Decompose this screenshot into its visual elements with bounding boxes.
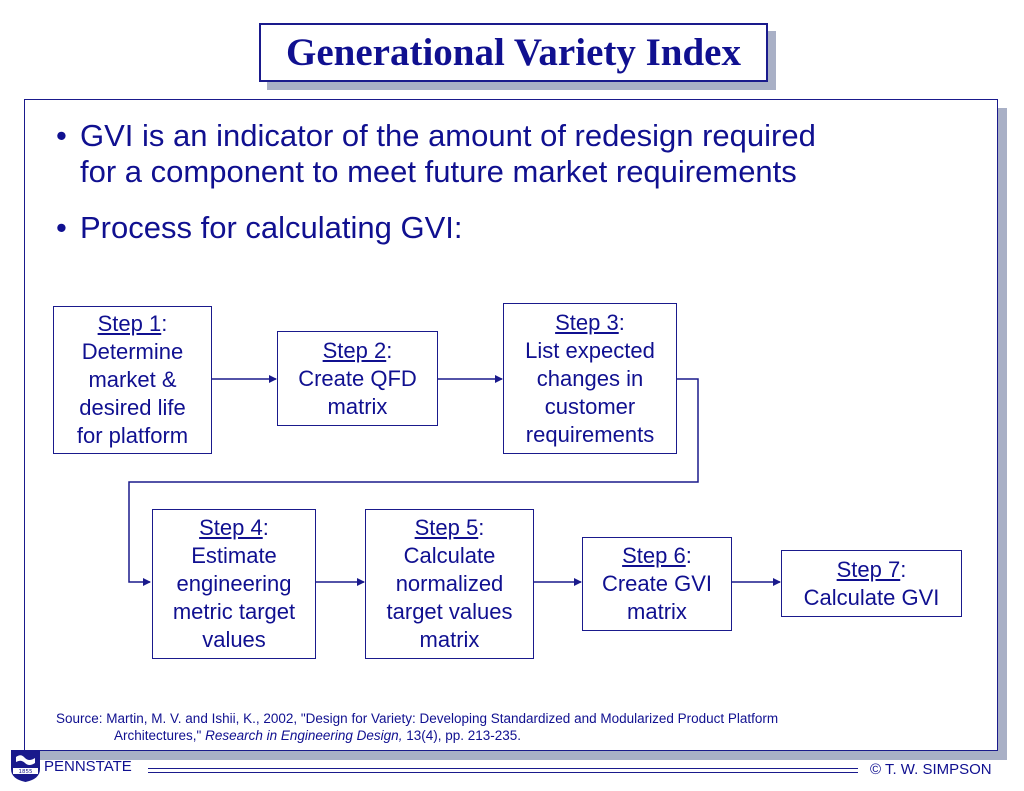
step-line: matrix — [327, 393, 388, 419]
bullet-line: GVI is an indicator of the amount of red… — [80, 118, 816, 153]
source-journal: Research in Engineering Design, — [205, 728, 403, 743]
source-citation: Source: Martin, M. V. and Ishii, K., 200… — [56, 710, 936, 744]
step-line: Calculate GVI — [803, 584, 940, 610]
step-line: values — [202, 627, 266, 652]
step-line: matrix — [627, 599, 687, 624]
step-7-box: Step 7: Calculate GVI — [781, 550, 962, 617]
page-title: Generational Variety Index — [286, 31, 741, 74]
step-6-box: Step 6: Create GVI matrix — [582, 537, 732, 631]
step-line: desired life — [79, 395, 186, 420]
source-line-2-end: 13(4), pp. 213-235. — [402, 728, 522, 743]
step-label: Step 7 — [836, 556, 901, 582]
step-line: normalized — [395, 571, 504, 596]
step-2-box: Step 2: Create QFD matrix — [277, 331, 438, 426]
source-line-2-start: Architectures," — [114, 728, 206, 743]
bullet-dot: • — [56, 210, 67, 245]
penn-state-shield-icon: 1855 — [11, 750, 40, 782]
step-label: Step 4 — [199, 515, 263, 540]
step-label: Step 1 — [97, 311, 162, 336]
step-line: Create QFD — [298, 365, 417, 391]
step-line: Determine — [81, 339, 184, 364]
step-line: matrix — [419, 627, 480, 652]
step-line: changes in — [536, 365, 644, 391]
title-box: Generational Variety Index — [259, 23, 768, 82]
bullet-line: for a component to meet future market re… — [80, 154, 797, 189]
step-line: metric target — [172, 599, 296, 624]
step-line: Calculate — [403, 543, 496, 568]
step-line: Create GVI — [601, 571, 713, 596]
step-label: Step 6 — [622, 543, 686, 568]
step-line: for platform — [76, 423, 189, 448]
step-line: Estimate — [191, 543, 277, 568]
bullet-process: • Process for calculating GVI: — [56, 210, 463, 246]
source-line-1: Source: Martin, M. V. and Ishii, K., 200… — [56, 711, 779, 726]
step-4-box: Step 4: Estimate engineering metric targ… — [152, 509, 316, 659]
arrow-step3-step4 — [128, 378, 699, 586]
bullet-line: Process for calculating GVI: — [80, 210, 463, 245]
logo-year: 1855 — [19, 769, 33, 775]
step-3-box: Step 3: List expected changes in custome… — [503, 303, 677, 454]
copyright-notice: © T. W. SIMPSON — [870, 761, 992, 778]
step-line: requirements — [525, 421, 655, 447]
footer-rule-bottom — [148, 772, 858, 773]
bullet-gvi-definition: • GVI is an indicator of the amount of r… — [56, 118, 816, 190]
penn-state-wordmark: PENNSTATE — [44, 758, 132, 775]
step-line: customer — [544, 393, 636, 419]
step-line: List expected — [525, 337, 655, 363]
step-line: engineering — [176, 571, 292, 596]
step-line: target values — [386, 599, 513, 624]
step-line: market & — [88, 367, 177, 392]
step-5-box: Step 5: Calculate normalized target valu… — [365, 509, 534, 659]
footer-rule-top — [148, 768, 858, 769]
step-label: Step 2 — [322, 337, 387, 363]
bullet-dot: • — [56, 118, 67, 153]
step-1-box: Step 1: Determine market & desired life … — [53, 306, 212, 454]
step-label: Step 5 — [414, 515, 479, 540]
step-label: Step 3 — [555, 309, 619, 335]
